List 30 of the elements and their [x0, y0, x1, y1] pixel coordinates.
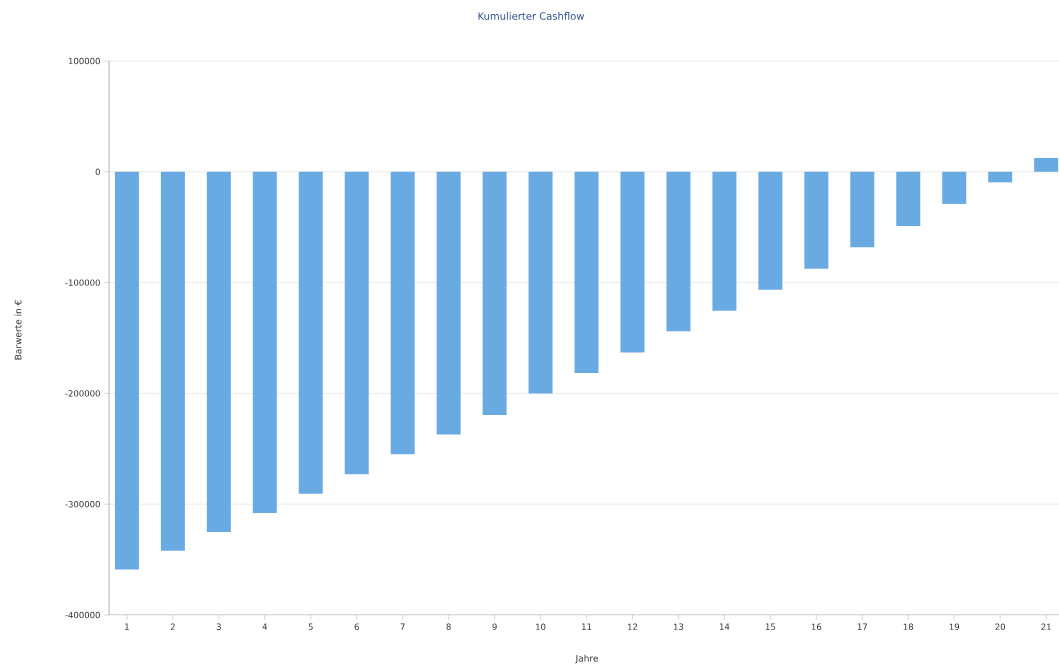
x-tick-label: 19 — [949, 623, 960, 630]
x-tick-label: 15 — [765, 623, 776, 630]
x-tick-label: 17 — [857, 623, 867, 630]
x-tick-label: 6 — [354, 623, 359, 630]
x-tick-label: 3 — [216, 623, 221, 630]
x-tick-label: 10 — [536, 623, 546, 630]
x-tick-label: 21 — [1041, 623, 1051, 630]
y-tick-label: -100000 — [65, 279, 100, 286]
x-tick-label: 2 — [170, 623, 175, 630]
x-tick-label: 12 — [628, 623, 638, 630]
y-tick-label: -300000 — [65, 500, 100, 508]
chart-title: Kumulierter Cashflow — [478, 12, 585, 20]
x-tick-label: 16 — [811, 623, 822, 630]
y-tick-label: 0 — [95, 168, 100, 176]
x-tick-label: 13 — [673, 623, 684, 630]
x-tick-label: 14 — [719, 623, 730, 630]
x-tick-label: 4 — [262, 623, 268, 630]
x-tick-label: 5 — [308, 623, 313, 630]
x-tick-label: 11 — [582, 623, 592, 630]
x-tick-label: 20 — [995, 623, 1006, 630]
x-tick-label: 8 — [446, 623, 451, 630]
x-tick-label: 7 — [400, 623, 405, 630]
x-tick-label: 1 — [125, 623, 129, 630]
y-tick-label: -400000 — [65, 611, 100, 619]
x-tick-label: 18 — [903, 623, 914, 630]
y-axis-title: Barwerte in € — [14, 300, 22, 360]
y-tick-label: -200000 — [65, 390, 100, 397]
y-tick-label: 100000 — [68, 57, 100, 65]
x-axis-title: Jahre — [575, 654, 599, 664]
x-tick-label: 9 — [492, 623, 497, 630]
